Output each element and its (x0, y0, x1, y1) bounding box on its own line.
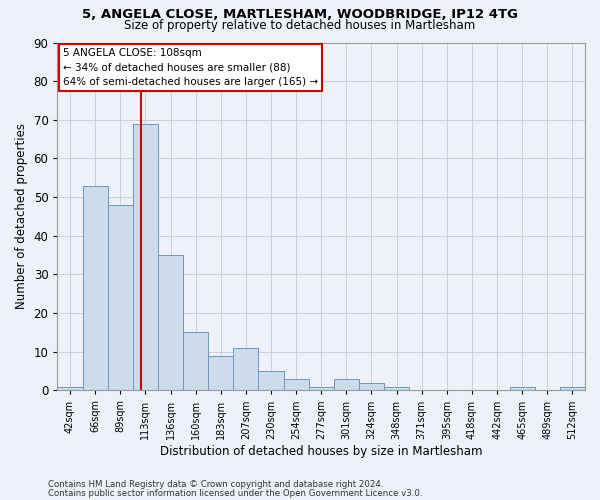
Y-axis label: Number of detached properties: Number of detached properties (15, 124, 28, 310)
Bar (183, 332, 208, 390)
Bar (284, 379, 308, 390)
Bar (83, 186, 108, 390)
Bar (108, 205, 133, 390)
Bar (158, 255, 183, 390)
Text: 5 ANGELA CLOSE: 108sqm
← 34% of detached houses are smaller (88)
64% of semi-det: 5 ANGELA CLOSE: 108sqm ← 34% of detached… (63, 48, 318, 88)
Bar (58, 386, 83, 390)
Bar (259, 371, 284, 390)
Text: Size of property relative to detached houses in Martlesham: Size of property relative to detached ho… (124, 18, 476, 32)
Bar (384, 386, 409, 390)
Bar (308, 386, 334, 390)
Text: 5, ANGELA CLOSE, MARTLESHAM, WOODBRIDGE, IP12 4TG: 5, ANGELA CLOSE, MARTLESHAM, WOODBRIDGE,… (82, 8, 518, 20)
Bar (509, 386, 535, 390)
Bar (133, 124, 158, 390)
Bar (560, 386, 585, 390)
Bar (334, 379, 359, 390)
Text: Contains HM Land Registry data © Crown copyright and database right 2024.: Contains HM Land Registry data © Crown c… (48, 480, 383, 489)
Bar (359, 382, 384, 390)
Bar (233, 348, 259, 391)
Text: Contains public sector information licensed under the Open Government Licence v3: Contains public sector information licen… (48, 488, 422, 498)
X-axis label: Distribution of detached houses by size in Martlesham: Distribution of detached houses by size … (160, 444, 482, 458)
Bar (208, 356, 233, 390)
